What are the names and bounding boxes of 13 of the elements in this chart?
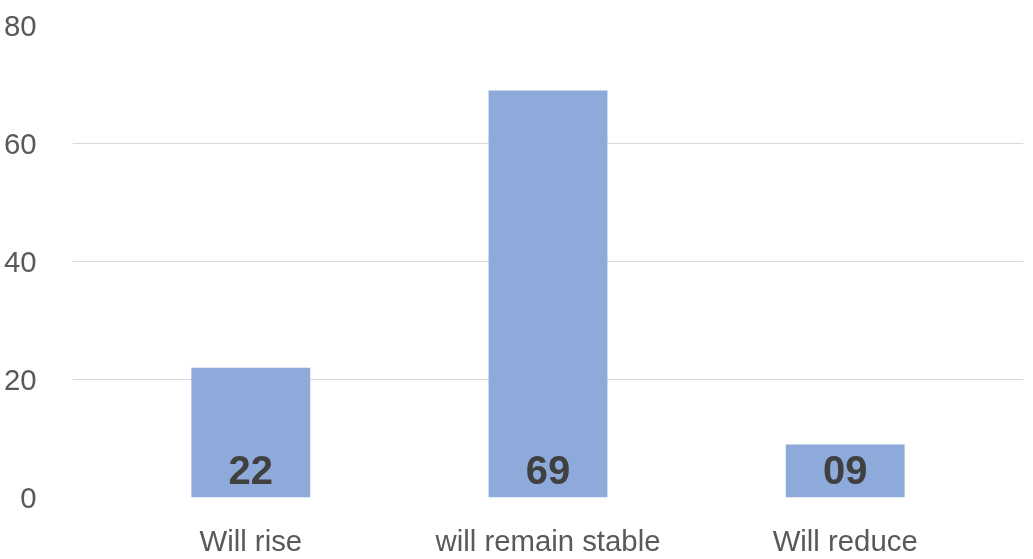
x-tick-label: Will reduce	[772, 523, 918, 557]
y-tick-label: 20	[3, 362, 37, 396]
y-tick-label: 80	[3, 8, 37, 42]
y-tick-label: 60	[3, 126, 37, 160]
bar	[488, 90, 608, 498]
data-label: 09	[822, 447, 868, 492]
bar	[191, 367, 311, 498]
x-tick-label: Will rise	[199, 523, 303, 557]
data-label: 69	[525, 447, 571, 492]
x-tick-label: will remain stable	[434, 523, 661, 557]
y-tick-label: 0	[20, 480, 37, 514]
y-tick-label: 40	[3, 244, 37, 278]
data-label: 22	[228, 447, 274, 492]
